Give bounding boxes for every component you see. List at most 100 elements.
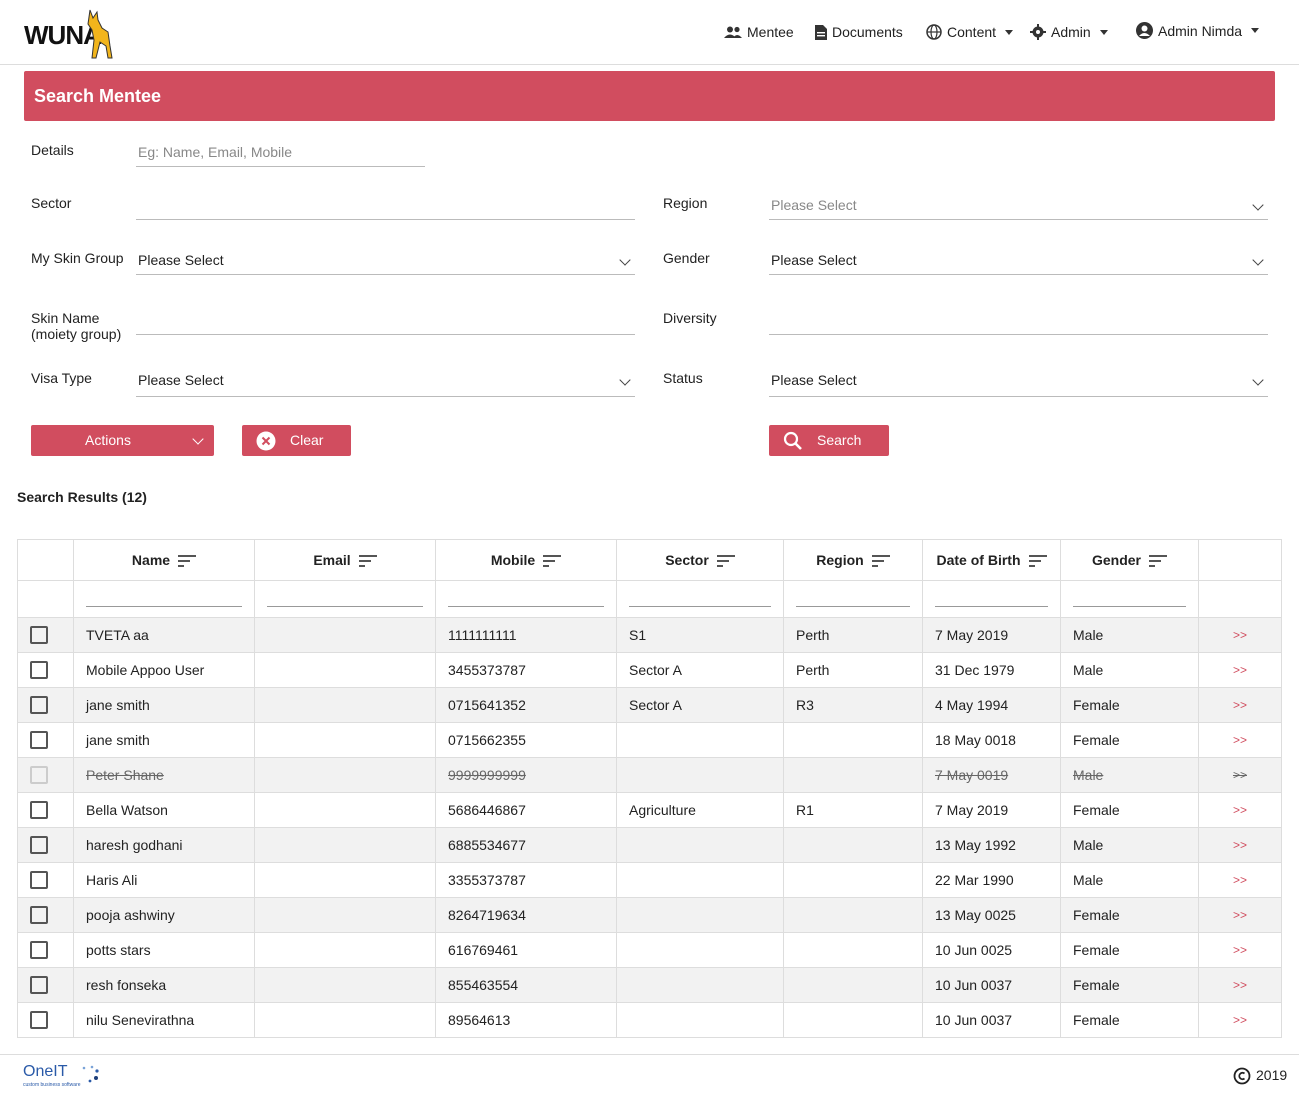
table-cell: Female <box>1060 1002 1199 1038</box>
table-cell <box>616 862 784 898</box>
select-input[interactable]: Please Select <box>769 197 1268 220</box>
row-link[interactable]: >> <box>1232 838 1247 852</box>
table-cell: 4 May 1994 <box>922 687 1061 723</box>
sort-icon[interactable] <box>543 555 562 568</box>
filter-input[interactable] <box>448 592 604 607</box>
table-cell <box>783 827 923 863</box>
table-cell: 10 Jun 0037 <box>922 967 1061 1003</box>
filter-input[interactable] <box>629 592 771 607</box>
row-link[interactable]: >> <box>1232 768 1247 782</box>
row-link[interactable]: >> <box>1232 628 1247 642</box>
row-link[interactable]: >> <box>1232 978 1247 992</box>
row-link[interactable]: >> <box>1232 663 1247 677</box>
checkbox-cell <box>17 652 74 688</box>
row-link[interactable]: >> <box>1232 908 1247 922</box>
checkbox-cell <box>17 757 74 793</box>
row-checkbox[interactable] <box>30 626 48 644</box>
row-link[interactable]: >> <box>1232 733 1247 747</box>
table-cell <box>783 967 923 1003</box>
cell-text: haresh godhani <box>86 837 183 853</box>
table-cell: Bella Watson <box>73 792 255 828</box>
row-checkbox[interactable] <box>30 766 48 784</box>
table-cell: Male <box>1060 862 1199 898</box>
placeholder: Eg: Name, Email, Mobile <box>138 144 293 160</box>
button-label: Search <box>817 432 862 448</box>
select-value: Please Select <box>771 372 857 388</box>
logo-dog <box>87 9 113 59</box>
actions-button[interactable]: Actions <box>31 425 214 456</box>
row-checkbox[interactable] <box>30 731 48 749</box>
nav-content[interactable]: Content <box>926 24 1014 40</box>
table-cell <box>616 967 784 1003</box>
cell-text: 4 May 1994 <box>935 697 1009 713</box>
icon-doc <box>815 24 827 40</box>
sort-icon[interactable] <box>871 555 890 568</box>
table-cell <box>254 792 436 828</box>
table-cell: 0715662355 <box>435 722 617 758</box>
nav-documents[interactable]: Documents <box>815 24 903 40</box>
header: WUNA Mentee Documents Content Admin Admi… <box>0 0 1299 65</box>
sort-icon[interactable] <box>716 555 735 568</box>
filter-input[interactable] <box>1073 592 1186 607</box>
header-row: Name Email Mobile Sector Region Date of Birth… <box>17 539 1282 581</box>
select-input[interactable]: Please Select <box>136 372 635 397</box>
row-link[interactable]: >> <box>1232 943 1247 957</box>
table-cell: 18 May 0018 <box>922 722 1061 758</box>
search-button[interactable]: Search <box>769 425 889 456</box>
table-cell: Perth <box>783 617 923 653</box>
select-input[interactable]: Please Select <box>769 252 1268 275</box>
row-checkbox[interactable] <box>30 836 48 854</box>
checkbox-cell <box>17 722 74 758</box>
row-link[interactable]: >> <box>1232 1013 1247 1027</box>
cell-text: Perth <box>796 627 830 643</box>
sort-icon[interactable] <box>358 555 377 568</box>
checkbox-cell <box>17 827 74 863</box>
table-cell <box>616 932 784 968</box>
nav-user[interactable]: Admin Nimda <box>1136 22 1260 39</box>
table-cell <box>616 757 784 793</box>
row-link-cell: >> <box>1198 722 1282 758</box>
filter-input[interactable] <box>935 592 1048 607</box>
filter-input[interactable] <box>796 592 910 607</box>
cell-text: 0715641352 <box>448 697 526 713</box>
row-checkbox[interactable] <box>30 906 48 924</box>
result-row: resh fonseka 855463554 10 Jun 0037 Female >> <box>17 967 1282 1003</box>
checkbox-cell <box>17 1002 74 1038</box>
row-checkbox[interactable] <box>30 976 48 994</box>
row-checkbox[interactable] <box>30 871 48 889</box>
table-cell: Female <box>1060 967 1199 1003</box>
row-checkbox[interactable] <box>30 661 48 679</box>
row-link-cell: >> <box>1198 687 1282 723</box>
result-row: TVETA aa 1111111111 S1 Perth 7 May 2019 Male >… <box>17 617 1282 653</box>
text-input[interactable] <box>136 197 635 220</box>
field-label: Sector <box>31 195 72 211</box>
filter-input[interactable] <box>86 592 242 607</box>
select-input[interactable]: Please Select <box>769 372 1268 397</box>
table-cell: 9999999999 <box>435 757 617 793</box>
text-input[interactable] <box>136 312 635 335</box>
row-link[interactable]: >> <box>1232 873 1247 887</box>
text-input[interactable] <box>769 312 1268 335</box>
clear-button[interactable]: Clear <box>242 425 351 456</box>
row-checkbox[interactable] <box>30 941 48 959</box>
row-link-cell: >> <box>1198 932 1282 968</box>
cell-text: Male <box>1073 837 1104 853</box>
sort-icon[interactable] <box>1149 555 1167 568</box>
select-input[interactable]: Please Select <box>136 252 635 275</box>
sort-icon[interactable] <box>1028 555 1047 568</box>
row-checkbox[interactable] <box>30 1011 48 1029</box>
row-link-cell: >> <box>1198 757 1282 793</box>
nav-mentee[interactable]: Mentee <box>724 24 794 40</box>
row-checkbox[interactable] <box>30 696 48 714</box>
table-cell: Haris Ali <box>73 862 255 898</box>
nav-admin[interactable]: Admin <box>1030 24 1108 40</box>
cell-text: 10 Jun 0025 <box>935 942 1013 958</box>
text-input[interactable]: Eg: Name, Email, Mobile <box>136 144 425 167</box>
table-cell: R1 <box>783 792 923 828</box>
row-link[interactable]: >> <box>1232 698 1247 712</box>
button-label: Clear <box>290 432 324 448</box>
row-link[interactable]: >> <box>1232 803 1247 817</box>
row-checkbox[interactable] <box>30 801 48 819</box>
filter-input[interactable] <box>267 592 423 607</box>
sort-icon[interactable] <box>178 555 197 568</box>
